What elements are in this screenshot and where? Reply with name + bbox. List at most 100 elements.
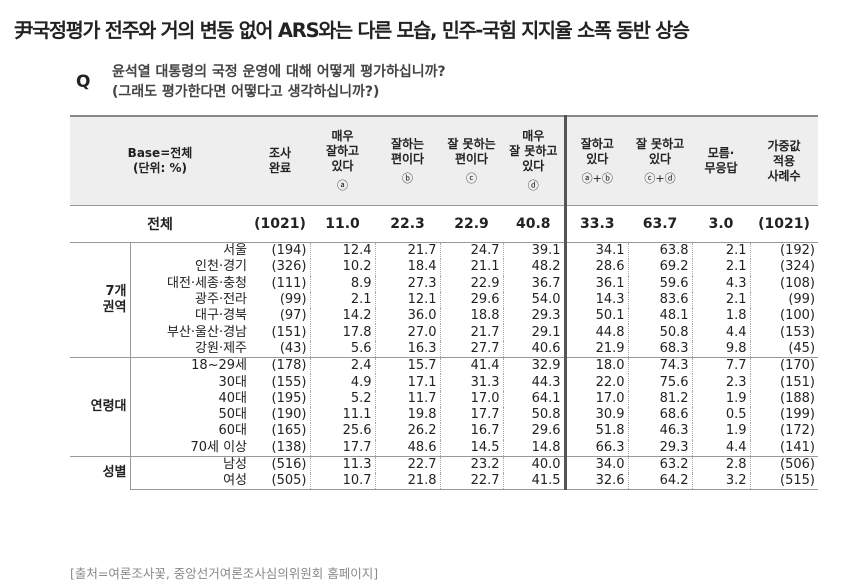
header-cell: 잘하는 편이다 ⓑ (375, 115, 441, 206)
cell: 63.2 (627, 455, 693, 474)
cell: (165) (271, 423, 307, 439)
total-cell: 22.9 (440, 205, 504, 243)
cell: 44.8 (563, 324, 629, 341)
group-label: 성별 (70, 455, 130, 490)
cell: 2.1 (691, 242, 751, 260)
cell: (108) (749, 275, 819, 292)
header-line: 있다 (331, 159, 354, 173)
cell: 10.7 (309, 473, 376, 491)
header-marker: ⓓ (527, 179, 539, 192)
cell: 14.3 (563, 291, 629, 309)
header-line: 편이다 (390, 151, 425, 166)
header-marker: ⓒ (466, 171, 478, 185)
total-cell: 22.3 (375, 205, 441, 243)
cell: 50.1 (563, 308, 629, 325)
cell: 31.3 (439, 374, 504, 391)
cell: 15.7 (374, 357, 441, 375)
header-line: 잘하고 (325, 144, 360, 158)
cell: 19.8 (374, 406, 441, 424)
cell: (138) (250, 439, 311, 457)
cell: 17.1 (374, 374, 441, 391)
cell: 16.3 (374, 340, 441, 359)
total-cell: 11.0 (310, 205, 376, 243)
row-label: 30대 (129, 374, 251, 391)
cell: 83.6 (627, 291, 693, 309)
cell: (100) (749, 308, 819, 325)
cell: 10.2 (309, 259, 376, 276)
data-row: 70세 이상 (138) 17.7 48.6 14.5 14.8 66.3 29.3 4.4 (1… (70, 439, 819, 457)
cell: 51.8 (563, 423, 629, 440)
row-label: 남성 (129, 455, 251, 474)
cell: 40.0 (502, 455, 566, 474)
cell: 14.5 (439, 439, 504, 457)
row-label: 광주·전라 (129, 291, 251, 309)
total-cell: 3.0 (692, 205, 751, 243)
header-line: 매우 (522, 129, 545, 143)
data-row: 인천·경기 (326) 10.2 18.4 21.1 48.2 28.6 69.2 2.1 (32… (70, 259, 819, 276)
cell: 17.0 (563, 390, 629, 407)
cell: 32.9 (502, 357, 566, 375)
cell: 21.9 (563, 340, 629, 359)
cell: 5.6 (309, 340, 376, 359)
cell: 24.7 (439, 242, 504, 260)
cell: 2.1 (691, 259, 751, 276)
cell: 29.1 (502, 324, 566, 341)
data-row: 30대 (155) 4.9 17.1 31.3 44.3 22.0 75.6 2.3 (151) (70, 374, 819, 391)
cell: 30.9 (563, 406, 629, 424)
cell: 63.8 (627, 242, 693, 260)
cell: (505) (250, 473, 311, 491)
header-line: 무응답 (704, 161, 738, 175)
row-label: 강원·제주 (129, 340, 251, 359)
cell: 46.3 (627, 423, 693, 440)
row-label: 여성 (129, 473, 251, 491)
header-line: 완료 (268, 161, 292, 175)
cell: 2.1 (691, 291, 751, 309)
header-line: 편이다 (454, 151, 489, 166)
cell: (515) (749, 473, 819, 491)
cell: 1.8 (691, 308, 751, 325)
header-line: 잘 못하는 (447, 136, 496, 151)
cell: 48.6 (374, 439, 441, 457)
cell: (155) (271, 374, 307, 390)
cell: (516) (250, 455, 311, 474)
header-cell: 매우 잘하고 있다 ⓐ (310, 115, 376, 206)
cell: 11.3 (309, 455, 376, 474)
cell: 29.6 (439, 291, 504, 309)
header-marker: ⓐ+ⓑ (581, 171, 613, 185)
total-cell: 40.8 (503, 205, 566, 243)
cell: (99) (279, 292, 307, 308)
data-row: 대구·경북 (97) 14.2 36.0 18.8 29.3 50.1 48.1 1.8 (100… (70, 308, 819, 325)
total-cell: 63.7 (628, 205, 693, 243)
row-label: 부산·울산·경남 (129, 324, 251, 341)
cell: 41.5 (502, 473, 566, 491)
cell: 50.8 (627, 324, 693, 341)
cell: 1.9 (691, 423, 751, 440)
group-label-line: 7개 (105, 284, 127, 300)
header-line: 있다 (586, 151, 609, 166)
data-row: 7개 권역 서울 (194) 12.4 21.7 24.7 39.1 34.1 63.8 2.1 (1… (70, 241, 819, 358)
cell: 14.2 (309, 308, 376, 325)
data-row: 강원·제주 (43) 5.6 16.3 27.7 40.6 21.9 68.3 9.8 (45) (70, 340, 819, 359)
header-line: 조사 (268, 146, 292, 160)
header-cell: 가중값 적용 사례수 (750, 115, 819, 206)
cell: 69.2 (627, 259, 693, 276)
row-label: 60대 (129, 423, 251, 440)
cell: 27.7 (439, 340, 504, 359)
cell: 22.7 (439, 473, 504, 491)
cell: (199) (749, 406, 819, 424)
header-line: 매우 (331, 129, 354, 143)
cell: 74.3 (627, 357, 693, 375)
row-label: 70세 이상 (129, 439, 251, 457)
cell: 18.0 (563, 357, 629, 375)
total-cell: (1021) (750, 205, 819, 243)
cell: 21.7 (439, 324, 504, 341)
header-line: 사례수 (767, 168, 801, 183)
header-marker: ⓐ (337, 179, 349, 192)
cell: 68.3 (627, 340, 693, 359)
data-row: 대전·세종·충청 (111) 8.9 27.3 22.9 36.7 36.1 59.6 4.3(… (70, 275, 819, 292)
cell: (170) (749, 357, 819, 375)
cell: (153) (749, 324, 819, 341)
cell: 2.8 (691, 455, 751, 474)
cell: 11.1 (309, 406, 376, 424)
cell: 3.2 (691, 473, 751, 491)
